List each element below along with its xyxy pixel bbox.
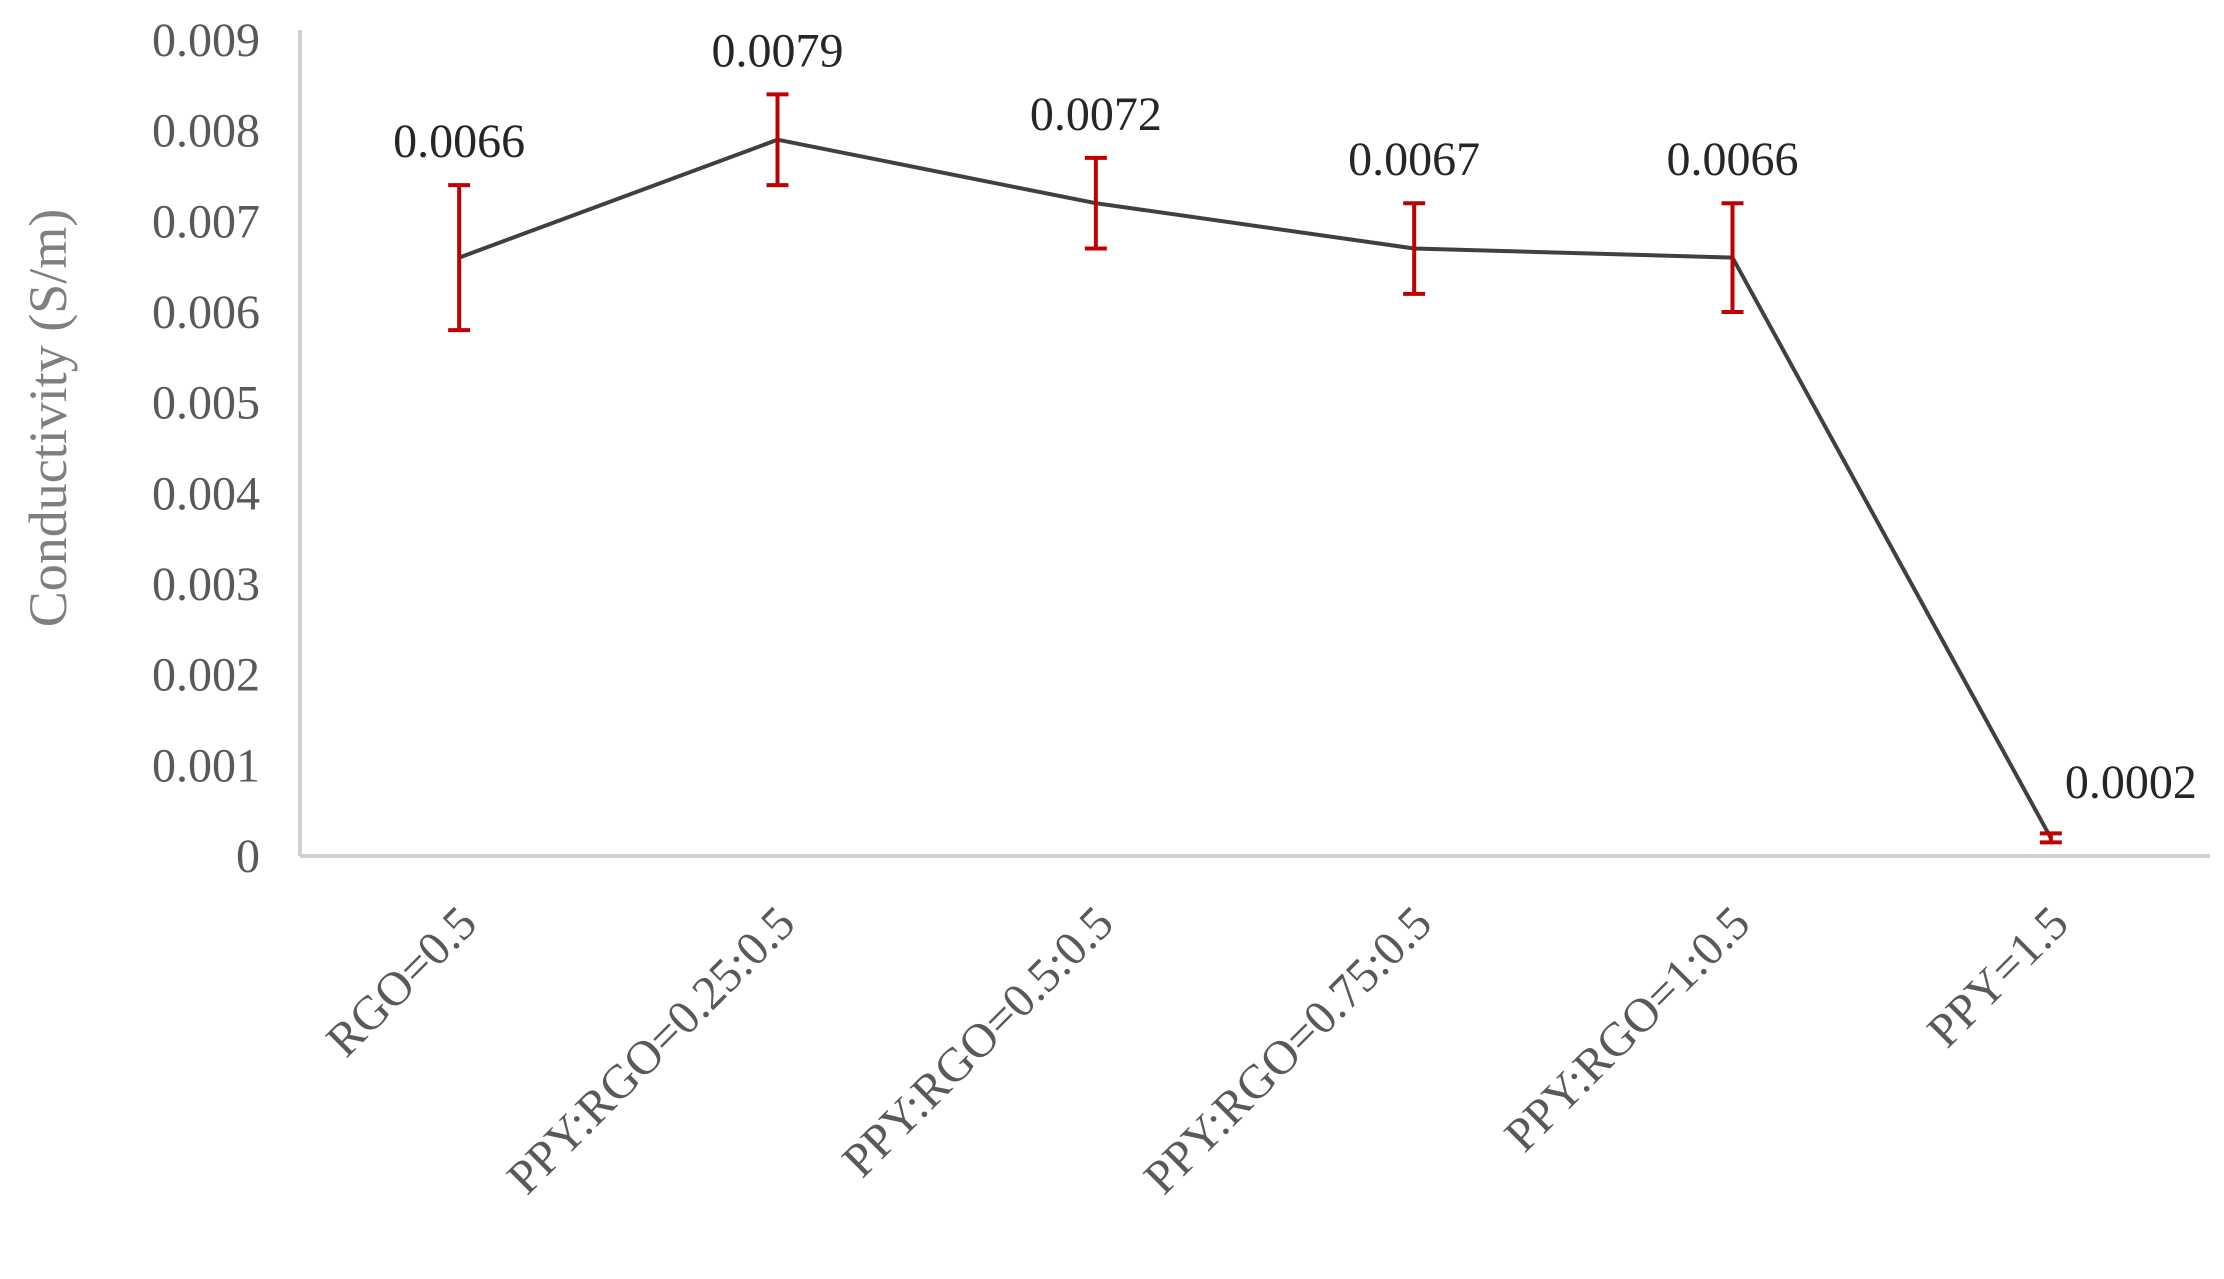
x-axis-category-labels: RGO=0.5 PPY:RGO=0.25:0.5 PPY:RGO=0.5:0.5 PP… bbox=[316, 896, 2078, 1204]
error-bars bbox=[448, 92, 2062, 845]
error-bar bbox=[766, 92, 789, 188]
error-bar bbox=[1721, 201, 1744, 314]
y-tick-label: 0.008 bbox=[152, 105, 260, 158]
data-label: 0.0066 bbox=[393, 115, 525, 168]
error-bar bbox=[2039, 831, 2062, 845]
y-tick-label: 0.001 bbox=[152, 739, 260, 792]
x-category-label: PPY:RGO=1:0.5 bbox=[1495, 896, 1761, 1162]
y-tick-label: 0.007 bbox=[152, 195, 260, 248]
data-label: 0.0067 bbox=[1348, 133, 1480, 186]
y-tick-label: 0.009 bbox=[152, 14, 260, 67]
y-tick-label: 0.005 bbox=[152, 377, 260, 430]
series-line bbox=[458, 137, 2053, 839]
y-axis-ticks: 0 0.001 0.002 0.003 0.004 0.005 0.006 0.007 0.00… bbox=[152, 14, 260, 883]
error-bar bbox=[1403, 201, 1426, 296]
data-labels: 0.0066 0.0079 0.0072 0.0067 0.0066 0.0002 bbox=[393, 24, 2197, 808]
y-axis-title: Conductivity (S/m) bbox=[18, 209, 78, 628]
x-category-label: PPY:RGO=0.25:0.5 bbox=[497, 896, 805, 1204]
error-bar bbox=[448, 183, 471, 333]
y-tick-label: 0.006 bbox=[152, 286, 260, 339]
data-label: 0.0072 bbox=[1030, 88, 1162, 141]
data-label: 0.0079 bbox=[712, 24, 844, 77]
y-tick-label: 0 bbox=[236, 830, 260, 883]
y-tick-label: 0.004 bbox=[152, 467, 260, 520]
error-bar bbox=[1084, 155, 1107, 251]
x-category-label: PPY:RGO=0.5:0.5 bbox=[832, 896, 1123, 1187]
data-label: 0.0066 bbox=[1667, 133, 1799, 186]
y-tick-label: 0.003 bbox=[152, 558, 260, 611]
x-category-label: PPY=1.5 bbox=[1917, 896, 2078, 1057]
data-label: 0.0002 bbox=[2065, 756, 2197, 809]
y-tick-label: 0.002 bbox=[152, 649, 260, 702]
x-category-label: PPY:RGO=0.75:0.5 bbox=[1134, 896, 1442, 1204]
x-category-label: RGO=0.5 bbox=[316, 896, 487, 1067]
